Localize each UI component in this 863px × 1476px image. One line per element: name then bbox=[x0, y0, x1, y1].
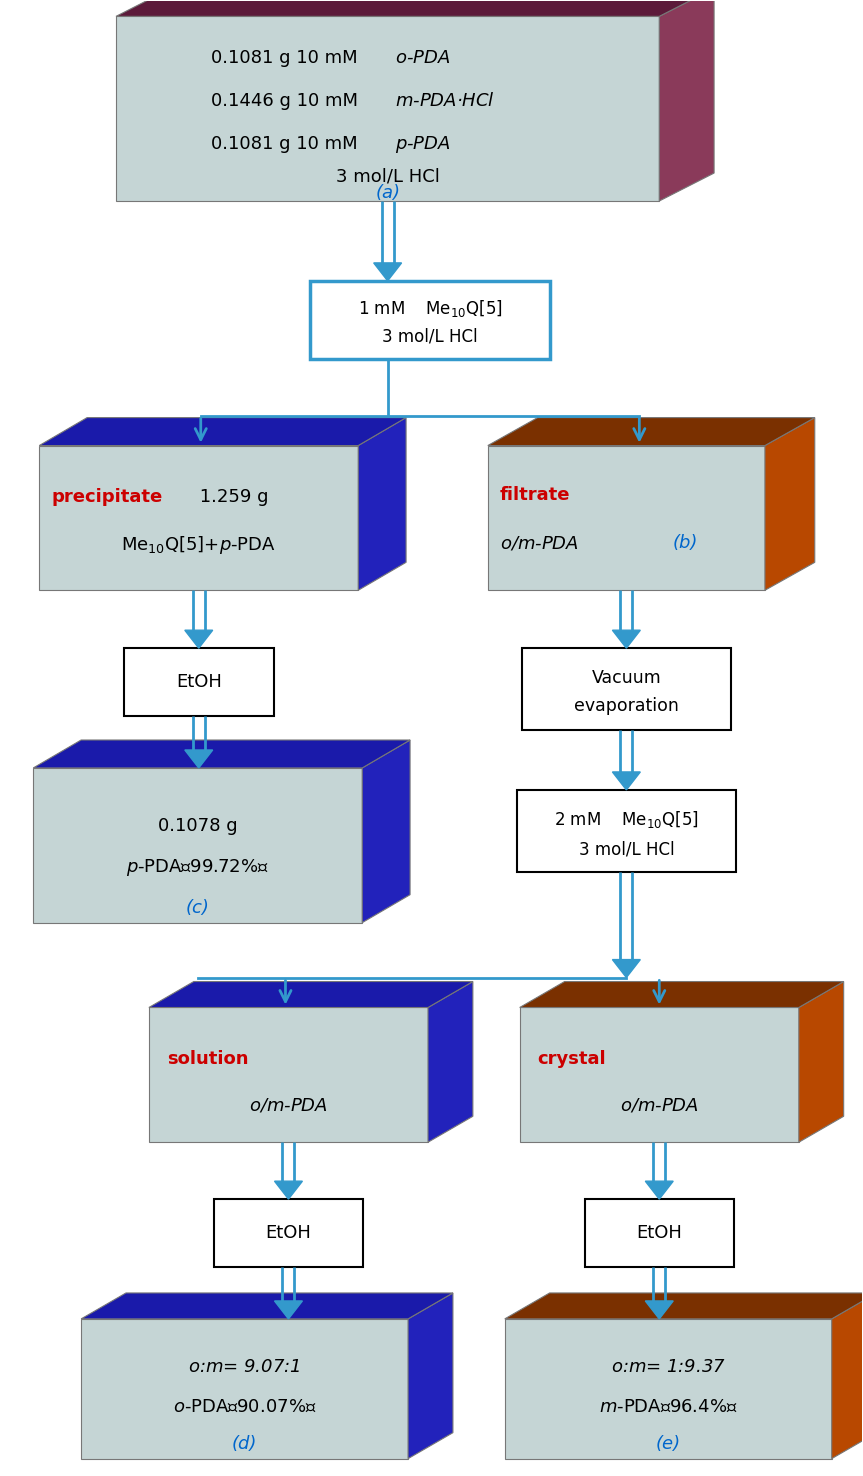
Polygon shape bbox=[40, 446, 358, 590]
Text: 0.1081 g 10 mM: 0.1081 g 10 mM bbox=[211, 136, 357, 154]
Polygon shape bbox=[374, 263, 401, 280]
Text: 1.259 g: 1.259 g bbox=[194, 489, 268, 506]
Polygon shape bbox=[149, 982, 473, 1008]
Text: filtrate: filtrate bbox=[500, 487, 570, 505]
Polygon shape bbox=[613, 772, 640, 790]
Polygon shape bbox=[428, 982, 473, 1142]
Text: solution: solution bbox=[167, 1051, 249, 1069]
Text: $m$-PDA（96.4%）: $m$-PDA（96.4%） bbox=[599, 1398, 738, 1415]
Text: $p$-PDA（99.72%）: $p$-PDA（99.72%） bbox=[126, 858, 269, 878]
Polygon shape bbox=[584, 1199, 734, 1266]
Text: precipitate: precipitate bbox=[51, 489, 162, 506]
Polygon shape bbox=[116, 16, 659, 201]
Polygon shape bbox=[488, 446, 765, 590]
Polygon shape bbox=[659, 0, 714, 201]
Text: $o$/$m$-PDA: $o$/$m$-PDA bbox=[500, 534, 579, 552]
Polygon shape bbox=[358, 418, 406, 590]
Text: $m$-PDA·HCl: $m$-PDA·HCl bbox=[395, 92, 494, 111]
Polygon shape bbox=[646, 1181, 673, 1199]
Text: EtOH: EtOH bbox=[176, 673, 222, 691]
Text: evaporation: evaporation bbox=[574, 697, 679, 714]
Polygon shape bbox=[40, 418, 406, 446]
Polygon shape bbox=[34, 768, 362, 922]
Polygon shape bbox=[408, 1293, 453, 1458]
Text: (c): (c) bbox=[186, 899, 210, 917]
Polygon shape bbox=[520, 982, 844, 1008]
Text: $o$-PDA（90.07%）: $o$-PDA（90.07%） bbox=[173, 1398, 317, 1415]
Polygon shape bbox=[311, 280, 550, 359]
Polygon shape bbox=[799, 982, 844, 1142]
Text: $o$/$m$-PDA: $o$/$m$-PDA bbox=[620, 1097, 699, 1114]
Text: 3 mol/L HCl: 3 mol/L HCl bbox=[382, 328, 478, 345]
Polygon shape bbox=[81, 1320, 408, 1458]
Polygon shape bbox=[765, 418, 815, 590]
Polygon shape bbox=[488, 418, 815, 446]
Polygon shape bbox=[185, 630, 212, 648]
Polygon shape bbox=[274, 1300, 302, 1320]
Text: EtOH: EtOH bbox=[266, 1224, 312, 1243]
Polygon shape bbox=[520, 1008, 799, 1142]
Text: (d): (d) bbox=[232, 1435, 257, 1452]
Text: 2 mM    Me$_{10}$Q[5]: 2 mM Me$_{10}$Q[5] bbox=[554, 809, 699, 831]
Text: Vacuum: Vacuum bbox=[591, 669, 661, 688]
Polygon shape bbox=[124, 648, 274, 716]
Text: 0.1446 g 10 mM: 0.1446 g 10 mM bbox=[211, 92, 357, 111]
Text: 1 mM    Me$_{10}$Q[5]: 1 mM Me$_{10}$Q[5] bbox=[357, 298, 502, 319]
Text: $o$:$m$= 1:9.37: $o$:$m$= 1:9.37 bbox=[611, 1358, 726, 1376]
Polygon shape bbox=[505, 1293, 863, 1320]
Polygon shape bbox=[646, 1300, 673, 1320]
Text: 0.1081 g 10 mM: 0.1081 g 10 mM bbox=[211, 49, 357, 68]
Text: EtOH: EtOH bbox=[636, 1224, 683, 1243]
Polygon shape bbox=[522, 648, 731, 731]
Text: $o$/$m$-PDA: $o$/$m$-PDA bbox=[249, 1097, 328, 1114]
Polygon shape bbox=[149, 1008, 428, 1142]
Text: (b): (b) bbox=[672, 534, 697, 552]
Text: crystal: crystal bbox=[538, 1051, 607, 1069]
Text: 0.1078 g: 0.1078 g bbox=[158, 816, 237, 835]
Polygon shape bbox=[613, 630, 640, 648]
Polygon shape bbox=[81, 1293, 453, 1320]
Polygon shape bbox=[505, 1320, 832, 1458]
Polygon shape bbox=[274, 1181, 302, 1199]
Polygon shape bbox=[34, 739, 410, 768]
Polygon shape bbox=[185, 750, 212, 768]
Text: 3 mol/L HCl: 3 mol/L HCl bbox=[336, 167, 439, 184]
Polygon shape bbox=[362, 739, 410, 922]
Polygon shape bbox=[116, 0, 714, 16]
Text: 3 mol/L HCl: 3 mol/L HCl bbox=[578, 841, 674, 859]
Text: $p$-PDA: $p$-PDA bbox=[395, 134, 450, 155]
Text: $o$-PDA: $o$-PDA bbox=[395, 49, 450, 68]
Text: (e): (e) bbox=[656, 1435, 681, 1452]
Polygon shape bbox=[214, 1199, 363, 1266]
Text: $o$:$m$= 9.07:1: $o$:$m$= 9.07:1 bbox=[188, 1358, 300, 1376]
Text: (a): (a) bbox=[375, 184, 400, 202]
Polygon shape bbox=[613, 959, 640, 977]
Polygon shape bbox=[517, 790, 736, 872]
Text: Me$_{10}$Q[5]+$p$-PDA: Me$_{10}$Q[5]+$p$-PDA bbox=[122, 534, 276, 556]
Polygon shape bbox=[832, 1293, 863, 1458]
